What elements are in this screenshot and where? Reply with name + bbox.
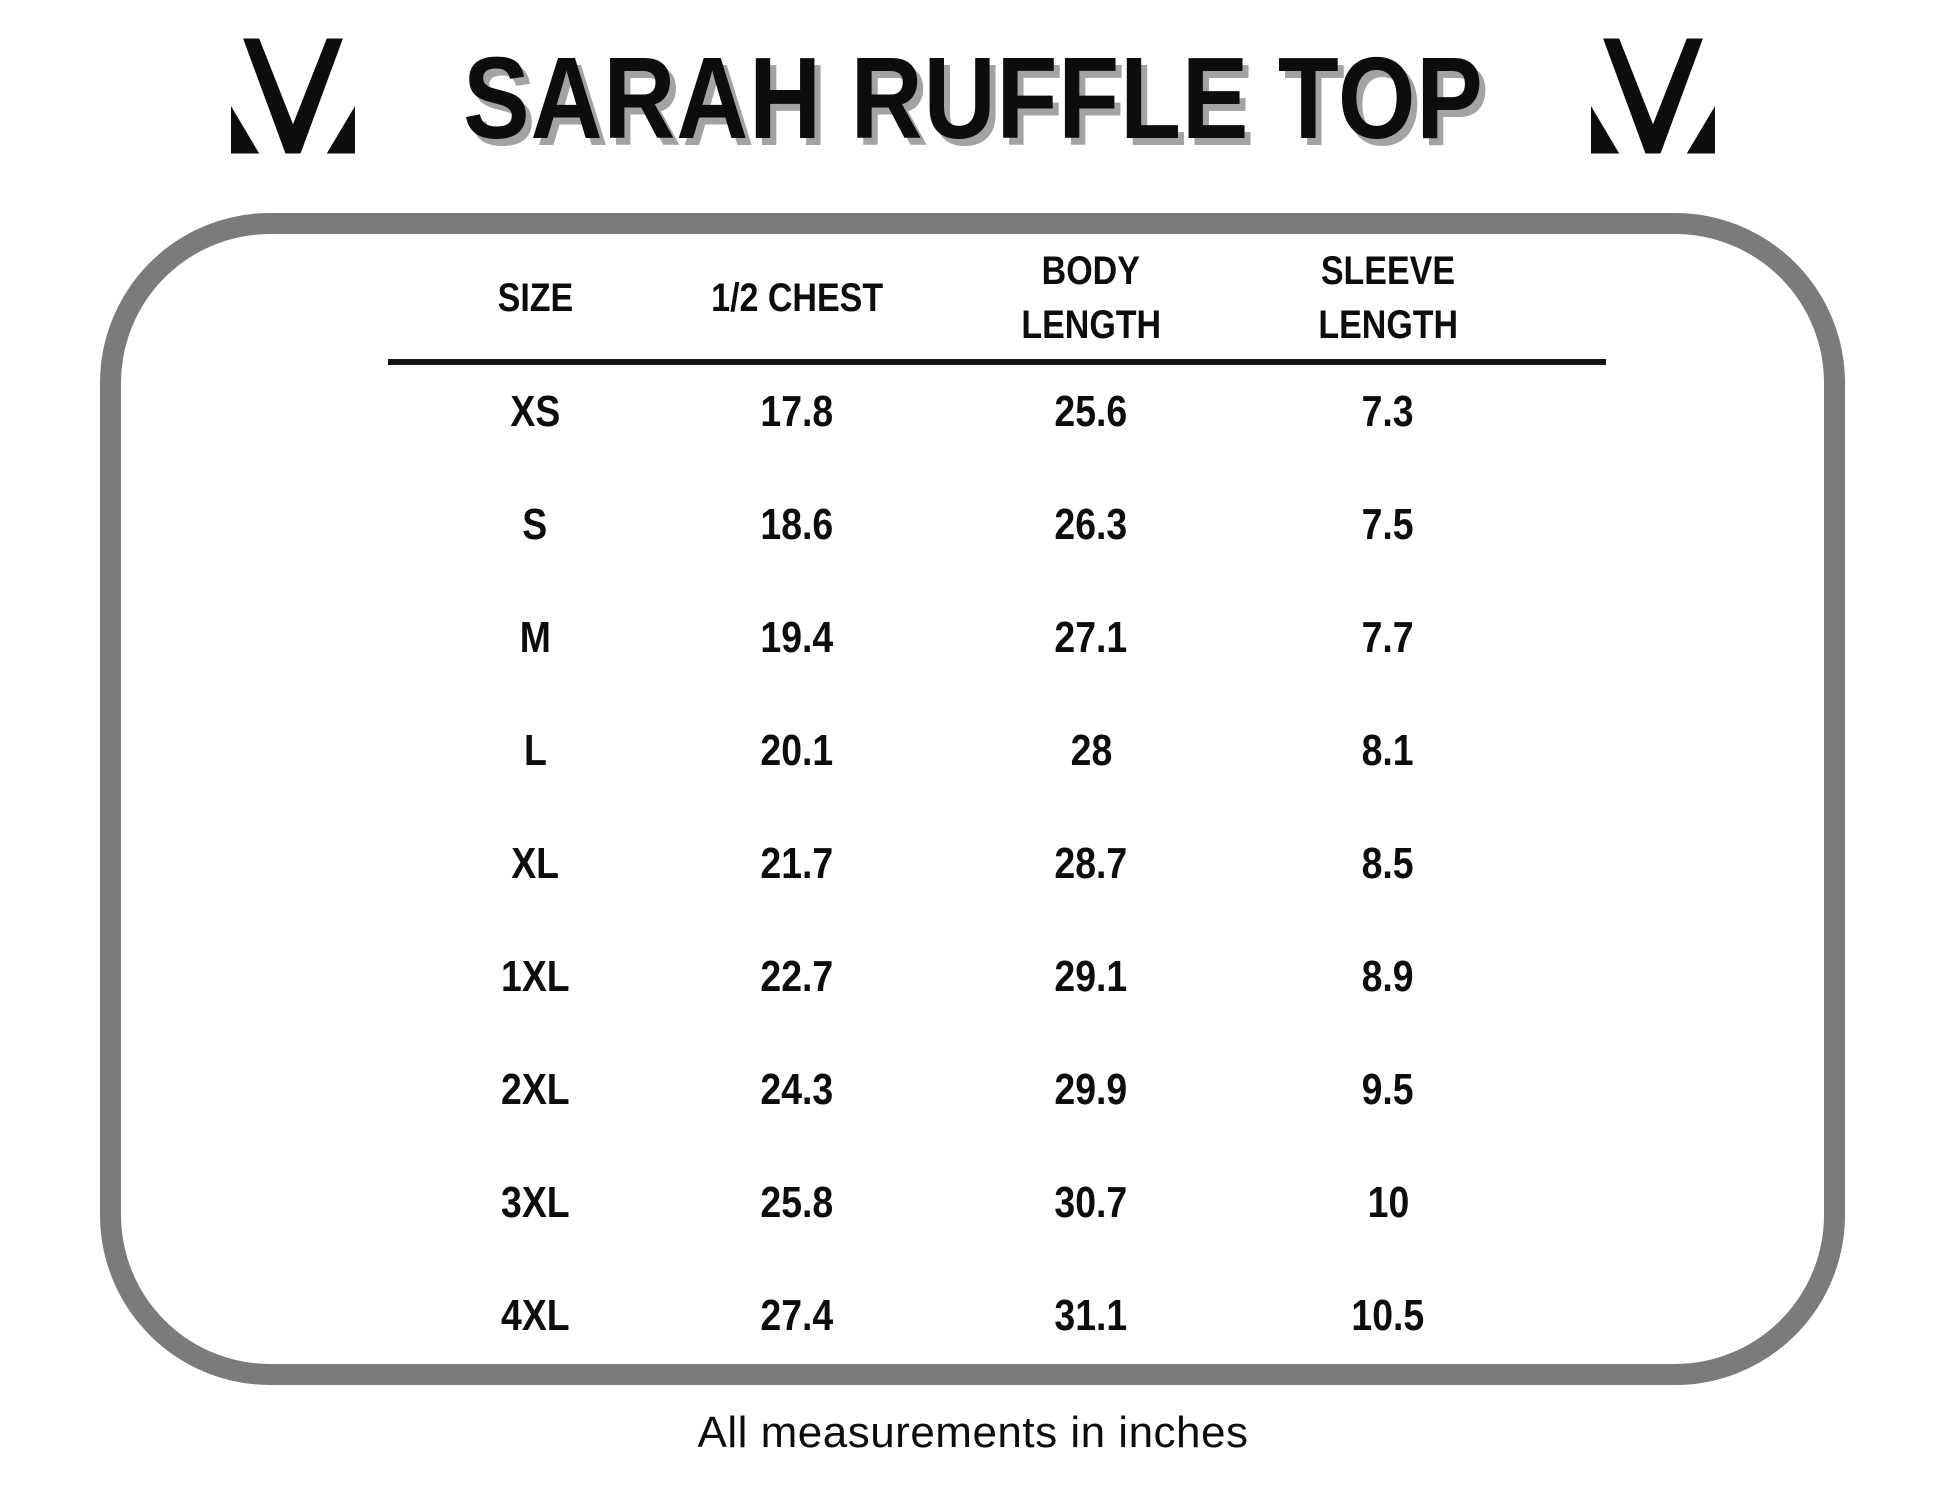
measurement-cell: 10 [1367, 1177, 1409, 1227]
size-cell: 2XL [500, 1064, 570, 1114]
column-header-size: SIZE [497, 275, 573, 320]
column-header-half-chest: 1/2 CHEST [711, 275, 883, 320]
measurement-cell: 24.3 [760, 1064, 834, 1114]
page-title: SARAH RUFFLE TOP [462, 33, 1484, 163]
footer: All measurements in inches [0, 1408, 1946, 1458]
column-header-body-length: BODY LENGTH [1021, 248, 1161, 347]
size-cell: 1XL [500, 951, 570, 1001]
measurement-cell: 18.6 [760, 499, 834, 549]
size-cell: 3XL [500, 1177, 570, 1227]
measurement-cell: 25.8 [760, 1177, 834, 1227]
size-cell: 4XL [500, 1290, 570, 1340]
table-row: 3XL 25.8 30.7 10 [388, 1146, 1606, 1259]
measurement-cell: 28 [1070, 725, 1112, 775]
measurement-cell: 29.9 [1054, 1064, 1128, 1114]
size-cell: S [522, 499, 548, 549]
size-cell: M [519, 612, 551, 662]
measurement-cell: 22.7 [760, 951, 834, 1001]
measurement-cell: 7.7 [1361, 612, 1414, 662]
table-row: XS 17.8 25.6 7.3 [388, 355, 1606, 468]
header-divider [388, 359, 1606, 365]
measurement-cell: 26.3 [1054, 499, 1128, 549]
table-row: L 20.1 28 8.1 [388, 694, 1606, 807]
column-header-sleeve-length: SLEEVE LENGTH [1318, 248, 1458, 347]
measurement-cell: 9.5 [1361, 1064, 1414, 1114]
units-note: All measurements in inches [697, 1408, 1249, 1457]
measurement-cell: 25.6 [1054, 386, 1128, 436]
measurement-cell: 8.5 [1361, 838, 1414, 888]
table-row: S 18.6 26.3 7.5 [388, 468, 1606, 581]
measurement-cell: 10.5 [1351, 1290, 1425, 1340]
mv-monogram-icon [1591, 38, 1715, 154]
measurement-cell: 7.3 [1361, 386, 1414, 436]
measurement-cell: 27.1 [1054, 612, 1128, 662]
measurement-cell: 21.7 [760, 838, 834, 888]
measurement-cell: 31.1 [1054, 1290, 1128, 1340]
table-header-row: SIZE 1/2 CHEST BODY LENGTH SLEEVE LENGTH [388, 240, 1606, 355]
measurement-cell: 20.1 [760, 725, 834, 775]
size-cell: XL [511, 838, 559, 888]
size-chart-table: SIZE 1/2 CHEST BODY LENGTH SLEEVE LENGTH… [388, 240, 1606, 1372]
table-row: 1XL 22.7 29.1 8.9 [388, 920, 1606, 1033]
measurement-cell: 17.8 [760, 386, 834, 436]
measurement-cell: 19.4 [760, 612, 834, 662]
measurement-cell: 7.5 [1361, 499, 1414, 549]
size-cell: XS [510, 386, 560, 436]
table-row: 4XL 27.4 31.1 10.5 [388, 1259, 1606, 1372]
measurement-cell: 27.4 [760, 1290, 834, 1340]
size-chart-panel [100, 213, 1845, 1385]
page-title-row: SARAH RUFFLE TOP [0, 40, 1946, 156]
mv-monogram-icon [231, 38, 355, 154]
table-row: 2XL 24.3 29.9 9.5 [388, 1033, 1606, 1146]
measurement-cell: 29.1 [1054, 951, 1128, 1001]
measurement-cell: 8.9 [1361, 951, 1414, 1001]
measurement-cell: 30.7 [1054, 1177, 1128, 1227]
table-row: XL 21.7 28.7 8.5 [388, 807, 1606, 920]
measurement-cell: 8.1 [1361, 725, 1414, 775]
size-cell: L [523, 725, 547, 775]
measurement-cell: 28.7 [1054, 838, 1128, 888]
table-row: M 19.4 27.1 7.7 [388, 581, 1606, 694]
